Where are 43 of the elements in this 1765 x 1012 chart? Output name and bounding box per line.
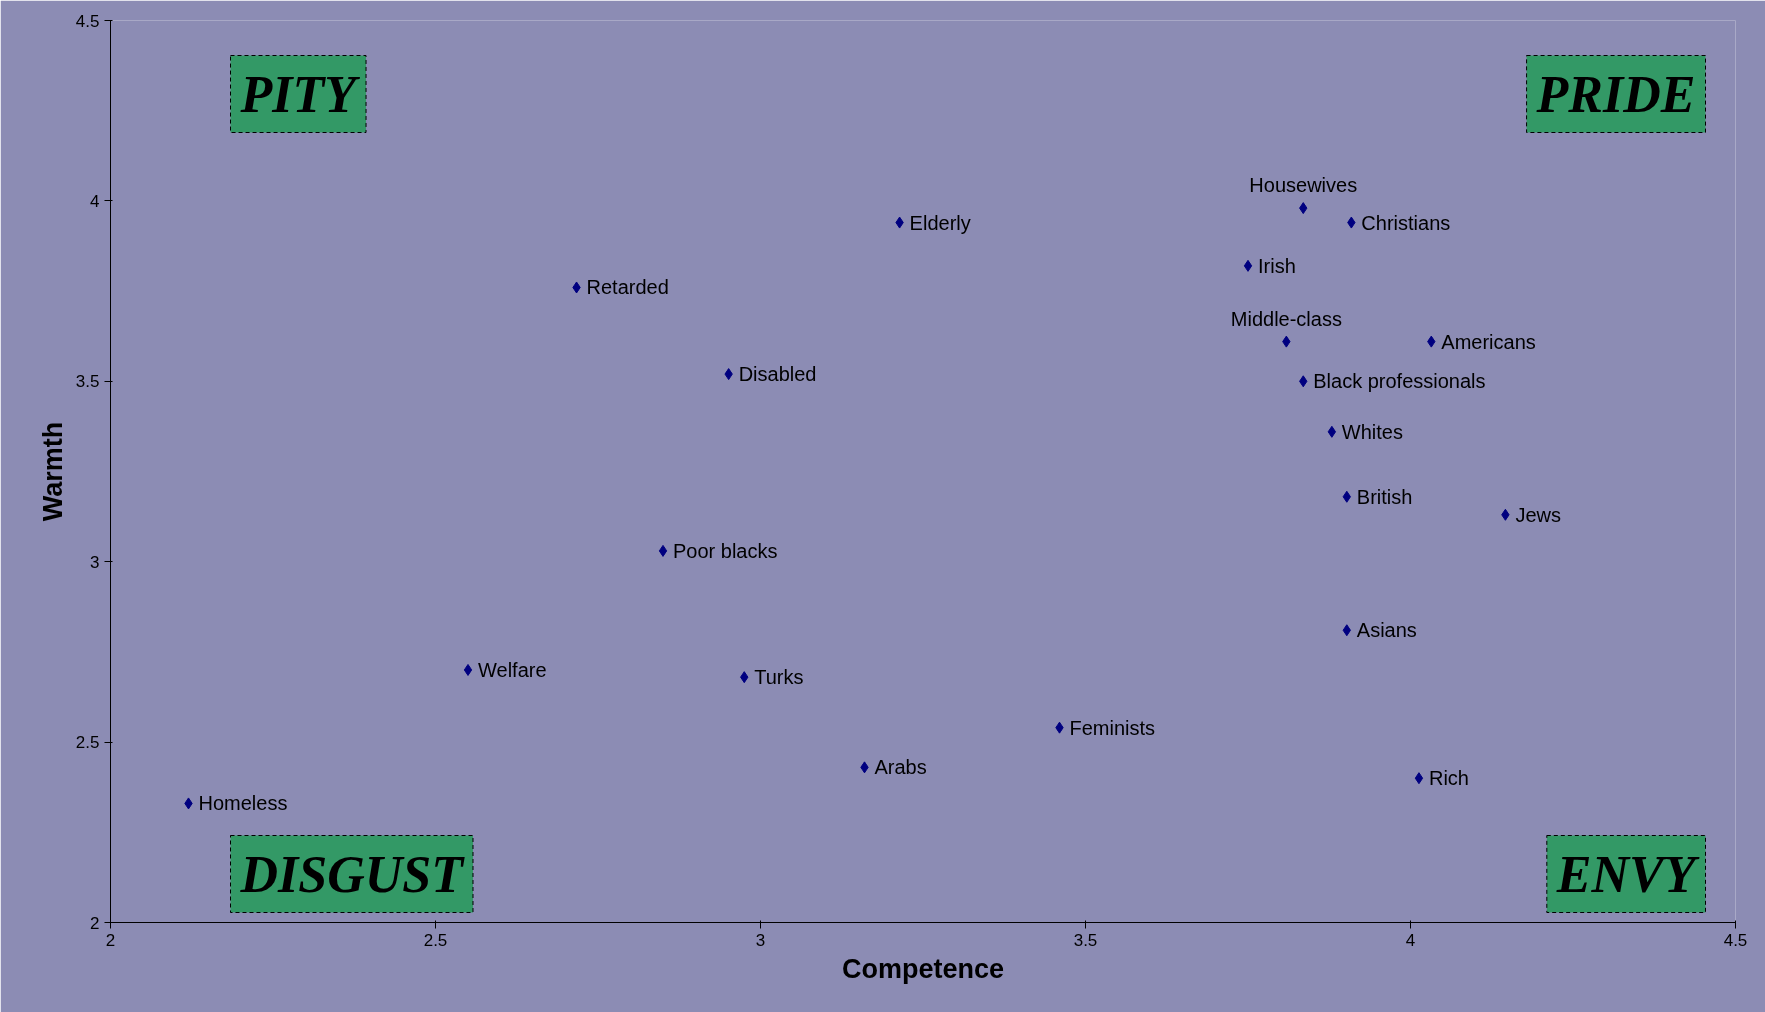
x-tick-label: 2.5 [423, 930, 448, 950]
annotation: Middle-class [1230, 307, 1342, 330]
y-tick-label: 3.5 [75, 372, 100, 392]
annotation: Feminists [1069, 716, 1156, 739]
annotation: Disabled [738, 363, 817, 386]
point [1243, 259, 1253, 272]
annotation: Asians [1356, 619, 1417, 642]
y-tick-label: 4 [90, 191, 100, 211]
y-axis-title: Warmth [37, 421, 68, 522]
annotation: PITY [239, 65, 361, 123]
x-tick-label: 3 [755, 930, 766, 950]
annotation: ENVY [1555, 845, 1700, 903]
annotation: Christians [1361, 211, 1451, 234]
annotation: Turks [754, 666, 804, 689]
annotation: Welfare [478, 658, 547, 681]
annotation: Arabs [874, 756, 927, 779]
annotation: Black professionals [1313, 370, 1486, 393]
annotation: British [1356, 485, 1413, 508]
y-tick-label: 2.5 [75, 733, 100, 753]
annotation: Rich [1428, 767, 1469, 790]
x-tick-label: 2 [105, 930, 116, 950]
annotation: Retarded [586, 276, 669, 299]
x-axis-title: Competence [841, 953, 1005, 984]
x-tick-label: 4.5 [1723, 930, 1748, 950]
point [1414, 772, 1424, 785]
point [658, 544, 668, 557]
annotation: Elderly [909, 211, 971, 234]
x-tick-label: 4 [1405, 930, 1416, 950]
annotation: Jews [1515, 503, 1561, 526]
x-tick-label: 3.5 [1073, 930, 1098, 950]
point [1327, 425, 1337, 438]
annotation: Whites [1341, 420, 1403, 443]
annotation: Americans [1441, 330, 1536, 353]
y-tick-label: 2 [90, 913, 100, 933]
y-tick-label: 4.5 [75, 11, 100, 31]
annotation: DISGUST [239, 845, 466, 903]
annotation: Homeless [198, 792, 288, 815]
point [463, 663, 473, 676]
annotation: Irish [1258, 254, 1296, 277]
y-tick-label: 3 [90, 552, 100, 572]
annotation: Poor blacks [673, 539, 778, 562]
annotation: PRIDE [1535, 65, 1696, 123]
annotation: Housewives [1249, 174, 1358, 197]
